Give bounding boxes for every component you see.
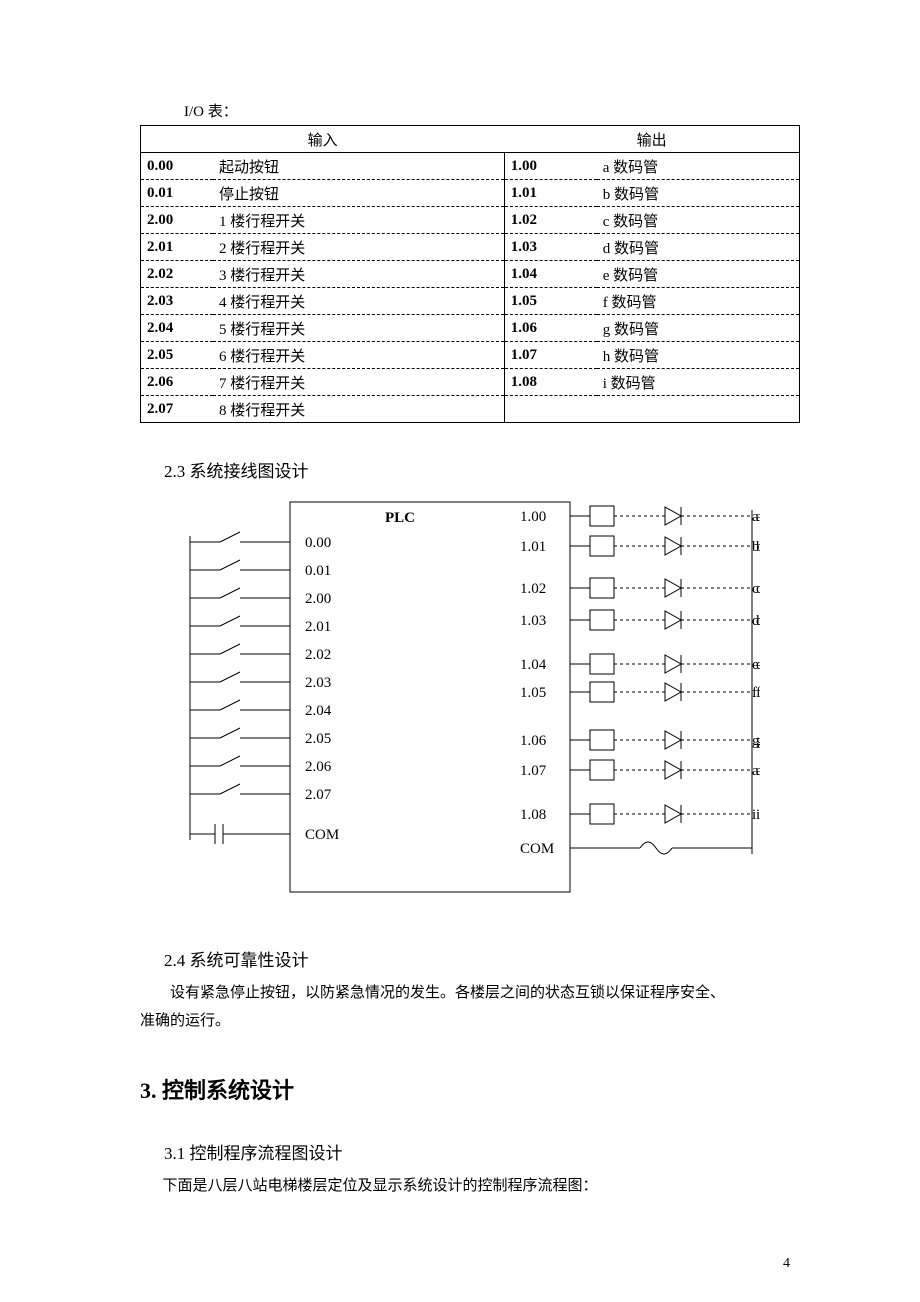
svg-text:1.04: 1.04 [520, 657, 547, 673]
input-code: 2.04 [141, 315, 214, 342]
output-desc: c 数码管 [597, 207, 800, 234]
svg-text:1.02: 1.02 [520, 581, 546, 597]
input-code: 2.01 [141, 234, 214, 261]
input-desc: 1 楼行程开关 [213, 207, 504, 234]
input-desc: 3 楼行程开关 [213, 261, 504, 288]
section-2-3-title: 2.3 系统接线图设计 [164, 457, 800, 482]
output-desc: d 数码管 [597, 234, 800, 261]
section-2-4-body-1: 设有紧急停止按钮，以防紧急情况的发生。各楼层之间的状态互锁以保证程序安全、 [140, 981, 800, 1005]
input-desc: 4 楼行程开关 [213, 288, 504, 315]
svg-text:g: g [756, 733, 760, 749]
output-code: 1.04 [504, 261, 597, 288]
svg-text:1.01: 1.01 [520, 539, 546, 555]
section-2-4-body-2: 准确的运行。 [140, 1009, 800, 1033]
output-code: 1.00 [504, 153, 597, 180]
svg-text:COM: COM [305, 827, 339, 843]
input-code: 2.00 [141, 207, 214, 234]
output-code: 1.05 [504, 288, 597, 315]
svg-text:2.06: 2.06 [305, 759, 332, 775]
input-desc: 停止按钮 [213, 180, 504, 207]
input-desc: 7 楼行程开关 [213, 369, 504, 396]
svg-text:0.01: 0.01 [305, 563, 331, 579]
svg-text:PLC: PLC [385, 510, 415, 526]
input-code: 2.07 [141, 396, 214, 423]
output-desc: e 数码管 [597, 261, 800, 288]
io-table-head-in: 输入 [141, 126, 505, 153]
svg-text:2.04: 2.04 [305, 703, 332, 719]
table-row: 0.01停止按钮1.01b 数码管 [141, 180, 800, 207]
input-desc: 6 楼行程开关 [213, 342, 504, 369]
output-desc: i 数码管 [597, 369, 800, 396]
output-code: 1.06 [504, 315, 597, 342]
input-code: 2.05 [141, 342, 214, 369]
input-code: 0.00 [141, 153, 214, 180]
output-code: 1.07 [504, 342, 597, 369]
input-desc: 2 楼行程开关 [213, 234, 504, 261]
output-desc: g 数码管 [597, 315, 800, 342]
io-table: 输入 输出 0.00起动按钮1.00a 数码管0.01停止按钮1.01b 数码管… [140, 125, 800, 423]
section-3-1-title: 3.1 控制程序流程图设计 [164, 1139, 800, 1164]
svg-text:1.05: 1.05 [520, 685, 546, 701]
svg-text:2.02: 2.02 [305, 647, 331, 663]
output-desc [597, 396, 800, 423]
page: I/O 表： 输入 输出 0.00起动按钮1.00a 数码管0.01停止按钮1.… [0, 0, 920, 1302]
table-row: 2.045 楼行程开关1.06g 数码管 [141, 315, 800, 342]
svg-text:1.08: 1.08 [520, 807, 546, 823]
section-2-4-title: 2.4 系统可靠性设计 [164, 946, 800, 971]
table-row: 2.067 楼行程开关1.08i 数码管 [141, 369, 800, 396]
wiring-diagram: PLC 0.00 0.01 2.00 2.01 2.02 2.03 2.04 2.05 2.06 2… [180, 492, 760, 912]
svg-text:i: i [756, 807, 760, 823]
table-row: 2.034 楼行程开关1.05f 数码管 [141, 288, 800, 315]
svg-text:c: c [756, 581, 760, 597]
svg-text:a: a [756, 509, 760, 525]
svg-text:2.00: 2.00 [305, 591, 331, 607]
table-row: 2.056 楼行程开关1.07h 数码管 [141, 342, 800, 369]
output-code: 1.01 [504, 180, 597, 207]
input-desc: 8 楼行程开关 [213, 396, 504, 423]
section-3-title: 3. 控制系统设计 [140, 1073, 800, 1105]
table-row: 0.00起动按钮1.00a 数码管 [141, 153, 800, 180]
output-code: 1.08 [504, 369, 597, 396]
output-desc: h 数码管 [597, 342, 800, 369]
output-code [504, 396, 597, 423]
svg-text:1.00: 1.00 [520, 509, 546, 525]
io-table-head-out: 输出 [504, 126, 799, 153]
input-code: 2.06 [141, 369, 214, 396]
input-code: 2.03 [141, 288, 214, 315]
output-desc: a 数码管 [597, 153, 800, 180]
svg-text:e: e [756, 657, 760, 673]
svg-text:b: b [756, 539, 760, 555]
svg-text:2.01: 2.01 [305, 619, 331, 635]
section-3-1-body: 下面是八层八站电梯楼层定位及显示系统设计的控制程序流程图： [140, 1174, 800, 1198]
input-code: 2.02 [141, 261, 214, 288]
input-desc: 5 楼行程开关 [213, 315, 504, 342]
svg-text:COM: COM [520, 841, 554, 857]
svg-text:2.05: 2.05 [305, 731, 331, 747]
svg-text:0.00: 0.00 [305, 535, 331, 551]
output-code: 1.02 [504, 207, 597, 234]
svg-text:2.07: 2.07 [305, 787, 332, 803]
svg-text:a: a [756, 763, 760, 779]
input-desc: 起动按钮 [213, 153, 504, 180]
svg-text:2.03: 2.03 [305, 675, 331, 691]
output-code: 1.03 [504, 234, 597, 261]
svg-text:1.03: 1.03 [520, 613, 546, 629]
table-row: 2.001 楼行程开关1.02c 数码管 [141, 207, 800, 234]
table-row: 2.012 楼行程开关1.03d 数码管 [141, 234, 800, 261]
input-code: 0.01 [141, 180, 214, 207]
output-desc: f 数码管 [597, 288, 800, 315]
table-row: 2.078 楼行程开关 [141, 396, 800, 423]
svg-text:1.06: 1.06 [520, 733, 547, 749]
io-table-label: I/O 表： [184, 100, 800, 121]
page-number: 4 [783, 1256, 790, 1272]
table-row: 2.023 楼行程开关1.04e 数码管 [141, 261, 800, 288]
output-desc: b 数码管 [597, 180, 800, 207]
svg-text:d: d [756, 613, 760, 629]
svg-text:1.07: 1.07 [520, 763, 547, 779]
svg-text:f: f [756, 685, 760, 701]
